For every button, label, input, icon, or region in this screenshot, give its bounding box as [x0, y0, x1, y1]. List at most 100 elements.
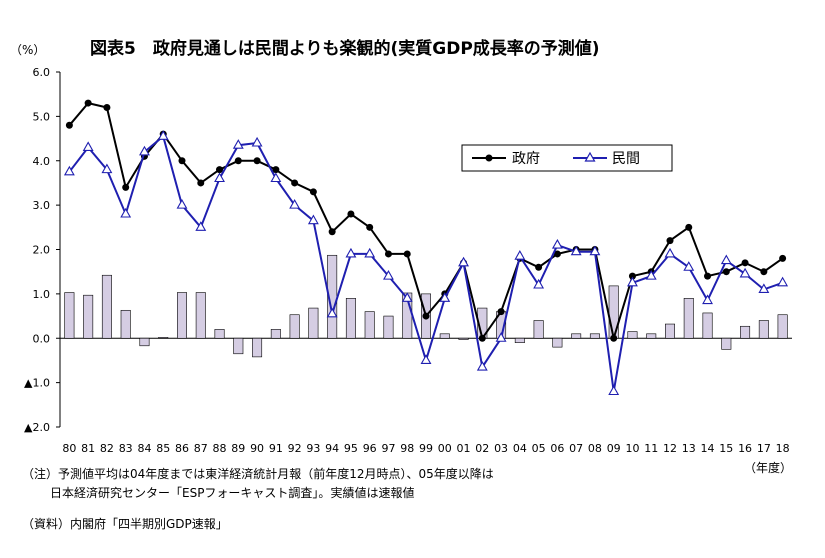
private-point	[570, 245, 582, 256]
x-tick-label: 05	[532, 442, 546, 455]
x-tick-label: 10	[625, 442, 639, 455]
bar	[289, 314, 300, 339]
bar	[458, 337, 469, 340]
bar	[721, 337, 732, 350]
private-point	[777, 276, 789, 287]
private-point	[101, 163, 113, 174]
x-tick-label: 00	[438, 442, 452, 455]
private-point	[551, 238, 563, 249]
gov-point	[685, 223, 693, 231]
bar	[158, 337, 169, 339]
bar	[195, 292, 206, 339]
source-note: （資料）内閣府「四半期別GDP速報」	[22, 517, 228, 531]
bar	[214, 329, 225, 339]
gov-point	[610, 334, 618, 342]
x-tick-label: 99	[419, 442, 433, 455]
gov-point	[65, 121, 73, 129]
x-tick-label: 90	[250, 442, 264, 455]
x-tick-label: 11	[644, 442, 658, 455]
x-tick-label: 93	[306, 442, 320, 455]
chart-title: 図表5 政府見通しは民間よりも楽観的(実質GDP成長率の予測値)	[90, 38, 600, 59]
gov-point	[291, 179, 299, 187]
bar-series	[64, 254, 788, 358]
x-tick-label: 18	[776, 442, 790, 455]
gov-point	[216, 166, 224, 174]
x-unit-label: （年度）	[744, 460, 792, 475]
private-point	[495, 332, 507, 342]
x-tick-label: 97	[381, 442, 395, 455]
bar	[252, 337, 263, 358]
bar	[177, 292, 187, 339]
bar	[683, 298, 694, 339]
x-tick-label: 94	[325, 442, 339, 455]
private-point	[270, 172, 282, 183]
gov-point	[253, 157, 261, 165]
bar	[439, 333, 450, 339]
private-point	[720, 254, 732, 265]
legend-gov-label: 政府	[512, 151, 540, 167]
bar	[777, 314, 788, 339]
private-point	[326, 307, 338, 318]
private-point	[589, 245, 601, 256]
y-tick-label: ▲1.0	[24, 377, 50, 390]
gov-point	[722, 268, 730, 276]
private-point	[645, 270, 657, 280]
private-point	[702, 294, 713, 305]
gov-point	[553, 250, 561, 258]
private-point	[176, 199, 188, 209]
gov-point	[628, 272, 636, 280]
private-point	[420, 354, 432, 364]
x-tick-label: 16	[738, 442, 752, 455]
x-tick-label: 89	[231, 442, 245, 455]
bar	[627, 331, 638, 339]
x-tick-label: 04	[513, 442, 527, 455]
note-line-2: 日本経済研究センター「ESPフォーキャスト調査」。実績値は速報値	[50, 486, 415, 500]
bar	[383, 315, 394, 339]
x-tick-label: 95	[344, 442, 358, 455]
gov-point	[497, 308, 505, 316]
gov-point	[422, 312, 430, 320]
private-point	[120, 207, 132, 218]
private-point	[383, 270, 394, 280]
x-tick-label: 06	[550, 442, 564, 455]
bar	[233, 337, 244, 355]
private-point	[664, 247, 676, 258]
x-tick-label: 82	[100, 442, 114, 455]
bar	[345, 298, 356, 339]
bar	[308, 307, 319, 339]
x-tick-label: 80	[62, 442, 76, 455]
gov-point	[366, 223, 374, 231]
x-tick-label: 15	[719, 442, 733, 455]
x-tick-label: 85	[156, 442, 170, 455]
bar	[120, 309, 131, 339]
bar	[571, 333, 582, 339]
y-tick-label: ▲2.0	[24, 421, 50, 434]
bar	[702, 312, 713, 339]
private-point	[401, 292, 413, 302]
x-tick-label: 86	[175, 442, 189, 455]
x-tick-label: 03	[494, 442, 508, 455]
x-tick-label: 91	[269, 442, 283, 455]
private-point	[758, 283, 770, 293]
private-point	[214, 172, 225, 183]
x-tick-label: 83	[119, 442, 133, 455]
private-point	[63, 165, 75, 176]
gov-point	[760, 268, 768, 276]
gov-point	[272, 166, 280, 174]
bar	[64, 292, 75, 339]
private-point	[345, 247, 357, 258]
axes: 6.0 5.0 4.0 3.0 2.0 1.0 0.0 ▲1.0 ▲2.0 80 81 82 83 84 8…	[24, 66, 792, 455]
y-tick-label: 5.0	[33, 110, 51, 123]
x-tick-label: 01	[457, 442, 471, 455]
gov-point	[122, 183, 130, 191]
legend-gov-marker	[485, 154, 493, 162]
private-point	[251, 136, 263, 147]
line-series	[63, 99, 789, 396]
gov-point	[403, 250, 411, 258]
gov-point	[178, 157, 186, 165]
private-point	[458, 256, 469, 267]
bar	[514, 337, 525, 343]
gov-point	[197, 179, 205, 187]
private-point	[476, 360, 488, 371]
